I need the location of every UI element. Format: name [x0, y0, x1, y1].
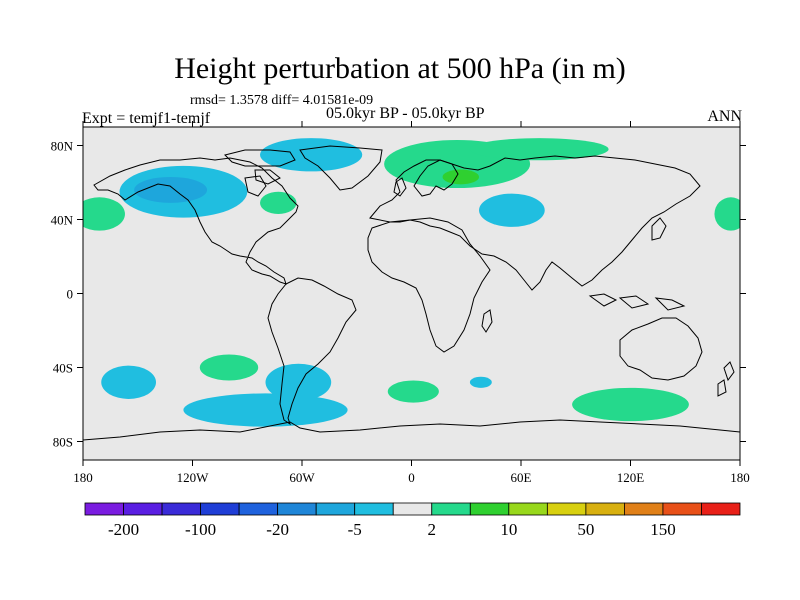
colorbar-label: 50 [577, 520, 594, 539]
anomaly-region-10 [101, 365, 156, 399]
colorbar-box-10 [469, 502, 510, 516]
coastline-north-america [93, 157, 299, 285]
coastline-madagascar [481, 309, 493, 333]
anomaly-region-11 [199, 354, 259, 381]
colorbar-box-9 [431, 502, 471, 516]
coastline-africa [367, 217, 491, 353]
lon-tick-label: 60W [289, 470, 315, 485]
anomaly-region-12 [183, 393, 348, 427]
colorbar-box-2 [161, 502, 201, 516]
colorbar-box-8 [392, 502, 433, 516]
colorbar-label: -5 [348, 520, 362, 539]
lon-tick-label: 180 [730, 470, 750, 485]
colorbar-box-15 [662, 502, 702, 516]
colorbar-box-1 [123, 502, 163, 516]
lat-tick-label: 40N [51, 213, 74, 228]
lon-tick-label: 180 [73, 470, 93, 485]
coastline-scandinavia [413, 159, 459, 197]
plot-title: Height perturbation at 500 hPa (in m) [174, 52, 626, 85]
lat-tick-label: 80S [53, 435, 73, 450]
anomaly-region-1 [134, 176, 208, 203]
lon-tick-label: 120E [617, 470, 645, 485]
anomaly-region-15 [469, 376, 492, 388]
lon-tick-label: 0 [408, 470, 415, 485]
period-label: 05.0kyr BP - 05.0kyr BP [326, 105, 485, 122]
colorbar: -200 -100 -20 -5 2 10 50 150 [84, 502, 741, 539]
lon-tick-label: 120W [177, 470, 210, 485]
colorbar-box-14 [624, 502, 664, 516]
anomaly-contours [83, 138, 740, 427]
anomaly-region-5 [714, 197, 740, 231]
coastline-australia [619, 317, 703, 381]
coastline-hudson-bay [244, 175, 267, 197]
colorbar-label: 150 [650, 520, 676, 539]
colorbar-box-0 [84, 502, 124, 516]
experiment-label: Expt = temjf1-temjf [82, 110, 211, 127]
lat-tick-label: 40S [53, 361, 73, 376]
season-label: ANN [707, 108, 742, 125]
stats-label: rmsd= 1.3578 diff= 4.01581e-09 [190, 93, 374, 108]
lon-tick-label: 60E [511, 470, 532, 485]
anomaly-region-9 [479, 193, 545, 227]
anomaly-region-8 [442, 169, 480, 185]
colorbar-label: -20 [266, 520, 289, 539]
colorbar-box-16 [701, 502, 741, 516]
coastline-arctic-islands [224, 149, 296, 185]
colorbar-box-7 [354, 502, 394, 516]
colorbar-box-11 [508, 502, 548, 516]
coastlines [83, 145, 740, 441]
anomaly-region-7 [469, 138, 609, 161]
colorbar-label: -200 [108, 520, 139, 539]
coastline-british-isles [393, 177, 407, 197]
colorbar-box-13 [585, 502, 625, 516]
colorbar-label: 2 [428, 520, 437, 539]
map-axes: 180 120W 60W 0 60E 120E 180 80N 40N 0 40S 80S [51, 121, 750, 485]
colorbar-box-5 [277, 502, 317, 516]
coastline-antarctica [83, 419, 740, 441]
coastline-japan [651, 217, 667, 241]
coastline-new-zealand [717, 361, 735, 397]
colorbar-box-3 [200, 502, 240, 516]
anomaly-region-13 [265, 363, 332, 401]
colorbar-label: 10 [500, 520, 517, 539]
anomaly-region-14 [387, 380, 439, 403]
colorbar-box-4 [238, 502, 279, 516]
lat-tick-label: 80N [51, 139, 74, 154]
coastline-indonesia [588, 293, 686, 311]
anomaly-region-4 [83, 197, 125, 231]
coastline-south-america [267, 277, 357, 426]
colorbar-box-6 [315, 502, 356, 516]
coastline-greenland [299, 145, 383, 191]
anomaly-region-3 [260, 191, 297, 214]
colorbar-label: -100 [185, 520, 216, 539]
lat-tick-label: 0 [67, 287, 74, 302]
coastline-eurasia [369, 155, 701, 291]
anomaly-region-16 [572, 387, 689, 422]
colorbar-box-12 [546, 502, 587, 516]
